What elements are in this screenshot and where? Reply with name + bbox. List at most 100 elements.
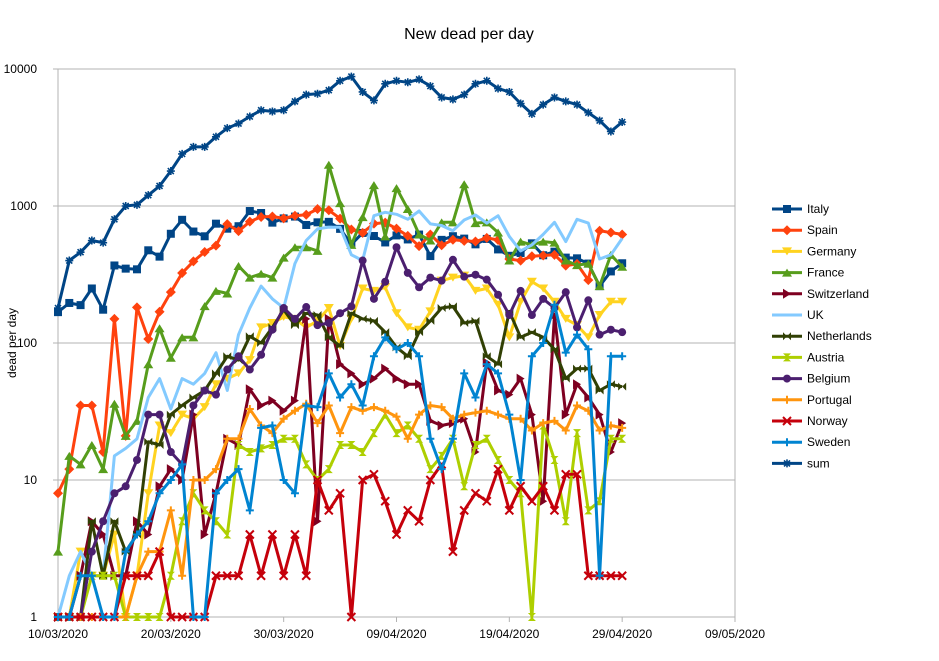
- marker-circle: [144, 410, 153, 419]
- marker-diamond: [594, 225, 605, 236]
- marker-x: [357, 475, 368, 485]
- y-axis-label: dead per day: [5, 308, 19, 378]
- marker-triangle-up: [312, 246, 323, 255]
- marker-triangle-right: [200, 529, 209, 540]
- series-austria: [54, 410, 627, 621]
- marker-square: [121, 264, 130, 273]
- marker-triangle-right: [573, 379, 582, 390]
- marker-hourglass: [234, 441, 243, 450]
- marker-square: [189, 227, 198, 236]
- marker-bowtie: [482, 352, 491, 361]
- marker-diamond: [538, 250, 549, 261]
- marker-plus: [471, 408, 480, 417]
- marker-diamond: [86, 400, 97, 411]
- marker-asterisk: [65, 256, 74, 265]
- legend-item-spain: Spain: [772, 223, 838, 237]
- marker-asterisk: [144, 191, 153, 200]
- marker-asterisk: [336, 76, 345, 85]
- marker-asterisk: [245, 112, 254, 121]
- marker-bowtie: [245, 332, 254, 341]
- legend-label: UK: [807, 308, 824, 322]
- marker-hourglass: [460, 482, 469, 491]
- marker-circle: [595, 330, 604, 339]
- marker-asterisk: [110, 215, 119, 224]
- marker-circle: [448, 255, 457, 264]
- marker-triangle-right: [290, 395, 299, 406]
- marker-asterisk: [166, 167, 175, 176]
- marker-bowtie: [166, 410, 175, 419]
- marker-triangle-up: [782, 268, 792, 277]
- series-belgium: [54, 243, 627, 621]
- marker-plus: [178, 460, 187, 469]
- legend-label: Austria: [807, 350, 845, 364]
- marker-asterisk: [132, 200, 141, 209]
- marker-hourglass: [426, 465, 435, 474]
- marker-asterisk: [494, 84, 503, 93]
- marker-triangle-right: [257, 400, 266, 411]
- marker-triangle-up: [120, 431, 131, 440]
- marker-triangle-up: [323, 160, 334, 169]
- marker-asterisk: [324, 86, 333, 95]
- legend-item-sum: sum: [772, 456, 830, 470]
- marker-triangle-up: [233, 261, 244, 270]
- marker-plus: [783, 438, 791, 447]
- marker-diamond: [289, 210, 300, 221]
- legend-label: Portugal: [807, 393, 852, 407]
- marker-triangle-right: [783, 288, 791, 299]
- marker-triangle-down: [391, 309, 402, 318]
- marker-diamond: [459, 235, 470, 246]
- legend-item-france: France: [772, 266, 845, 280]
- x-tick-label: 30/03/2020: [254, 627, 314, 641]
- legend-label: France: [807, 266, 845, 280]
- series-sweden: [54, 300, 627, 621]
- marker-plus: [324, 369, 333, 378]
- marker-x: [782, 416, 792, 426]
- marker-asterisk: [290, 97, 299, 106]
- marker-x: [448, 546, 458, 557]
- marker-asterisk: [516, 99, 525, 108]
- marker-diamond: [278, 213, 289, 224]
- marker-plus: [584, 345, 593, 354]
- marker-circle: [606, 325, 615, 334]
- marker-hourglass: [584, 506, 593, 515]
- marker-plus: [144, 547, 153, 556]
- marker-triangle-down: [244, 356, 255, 365]
- marker-bowtie: [290, 321, 299, 330]
- marker-circle: [211, 390, 220, 399]
- marker-x: [132, 571, 142, 581]
- marker-circle: [234, 352, 243, 361]
- marker-hourglass: [324, 465, 333, 474]
- series-spain: [53, 204, 628, 499]
- marker-plus: [460, 369, 469, 378]
- marker-triangle-down: [233, 369, 244, 378]
- marker-asterisk: [200, 142, 209, 151]
- marker-plus: [234, 465, 243, 474]
- marker-circle: [494, 290, 503, 299]
- marker-square: [110, 261, 119, 270]
- marker-triangle-up: [368, 181, 379, 190]
- marker-asterisk: [482, 76, 491, 85]
- marker-triangle-up: [222, 289, 233, 298]
- marker-diamond: [617, 229, 628, 240]
- marker-hourglass: [245, 448, 254, 457]
- marker-triangle-down: [357, 284, 368, 293]
- marker-plus: [245, 404, 254, 413]
- marker-hourglass: [178, 517, 187, 526]
- marker-plus: [426, 434, 435, 443]
- marker-asterisk: [527, 109, 536, 118]
- marker-plus: [65, 613, 74, 621]
- marker-asterisk: [606, 127, 615, 136]
- marker-x: [482, 496, 492, 506]
- marker-x: [425, 475, 436, 485]
- marker-circle: [471, 270, 480, 279]
- marker-diamond: [583, 275, 594, 286]
- marker-triangle-down: [470, 286, 481, 295]
- marker-x: [583, 571, 594, 581]
- marker-plus: [166, 506, 175, 515]
- legend-label: Italy: [807, 202, 829, 216]
- marker-plus: [223, 476, 232, 484]
- series-line: [56, 75, 624, 309]
- marker-x: [369, 469, 379, 480]
- marker-triangle-down: [323, 304, 334, 313]
- marker-plus: [595, 426, 604, 435]
